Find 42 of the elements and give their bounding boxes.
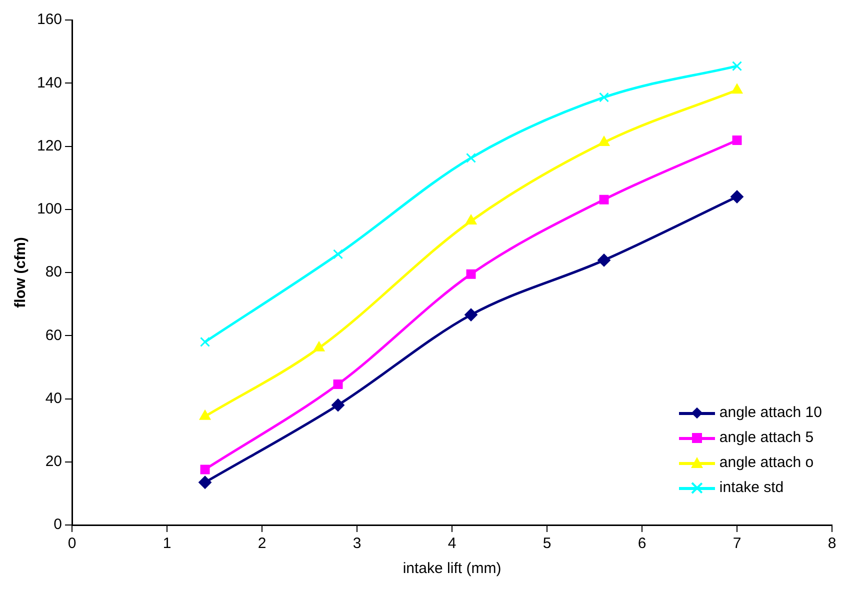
x-axis-title: intake lift (mm) (402, 560, 502, 578)
x-tick-label: 4 (448, 535, 456, 552)
legend-label: angle attach 5 (719, 429, 814, 446)
x-tick-label: 5 (542, 535, 552, 552)
x-tick-label: 3 (352, 535, 362, 552)
y-tick-label: 120 (36, 137, 62, 154)
y-tick-label: 0 (54, 516, 62, 534)
x-tick-label: 8 (828, 535, 836, 552)
point (200, 336, 210, 347)
y-tick-label: 60 (45, 326, 62, 344)
x-tick-label: 2 (258, 535, 266, 552)
point (466, 269, 476, 279)
y-tick-label: 20 (45, 453, 62, 470)
point (599, 194, 609, 204)
point (200, 464, 210, 474)
point (333, 249, 344, 260)
y-tick-label: 160 (36, 11, 62, 28)
x-tick-label: 7 (732, 535, 742, 552)
point (599, 92, 609, 102)
point (332, 398, 345, 412)
legend-label: intake std (719, 479, 784, 496)
legend-label: angle attach o (719, 454, 814, 471)
y-tick-label: 40 (45, 390, 62, 407)
point (732, 61, 742, 72)
y-axis-title: flow (cfm) (12, 237, 30, 308)
point (465, 214, 477, 225)
point (731, 84, 743, 94)
point (598, 254, 611, 267)
point (464, 308, 478, 322)
legend-label: angle attach 10 (719, 404, 822, 421)
x-tick-label: 1 (162, 535, 172, 552)
y-tick-label: 80 (45, 264, 62, 281)
point (732, 136, 742, 145)
point (730, 190, 744, 204)
point (466, 152, 476, 163)
x-tick-label: 6 (638, 535, 646, 552)
point (333, 379, 343, 389)
x-tick-label: 0 (68, 535, 76, 552)
y-tick-label: 140 (36, 74, 62, 92)
point (198, 476, 212, 489)
y-tick-label: 100 (36, 200, 62, 218)
point (598, 136, 610, 146)
